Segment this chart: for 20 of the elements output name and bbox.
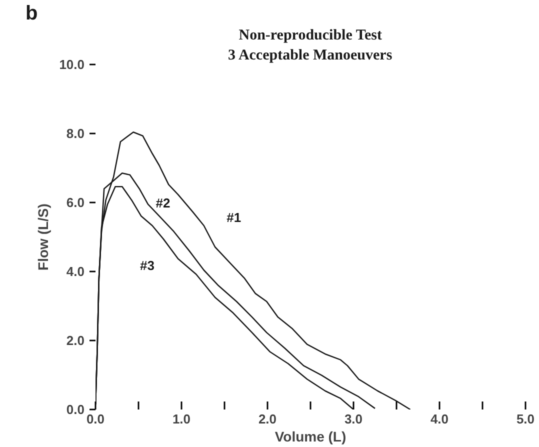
y-axis-title: Flow (L/S) xyxy=(35,204,52,270)
series-label: #3 xyxy=(140,258,154,274)
x-tick-label: 5.0 xyxy=(516,412,535,426)
x-axis-title: Volume (L) xyxy=(274,428,346,444)
x-tick-label: 2.0 xyxy=(258,412,277,426)
series-label: #2 xyxy=(156,196,170,211)
y-tick-label: 8.0 xyxy=(66,126,85,141)
y-tick-label: 0.0 xyxy=(66,402,85,417)
y-tick-label: 10.0 xyxy=(59,57,85,72)
x-tick-label: 4.0 xyxy=(430,412,449,426)
y-tick-label: 2.0 xyxy=(66,333,85,348)
x-tick-label: 0.0 xyxy=(86,412,105,426)
series-label: #1 xyxy=(226,210,242,226)
y-tick-label: 6.0 xyxy=(66,195,85,210)
chart-subtitle: 3 Acceptable Manoeuvers xyxy=(228,48,392,64)
text: b xyxy=(26,2,38,24)
x-tick-label: 3.0 xyxy=(344,412,363,426)
x-tick-label: 1.0 xyxy=(172,412,191,426)
chart-title: Non-reproducible Test xyxy=(238,28,382,44)
y-tick-label: 4.0 xyxy=(66,264,85,279)
